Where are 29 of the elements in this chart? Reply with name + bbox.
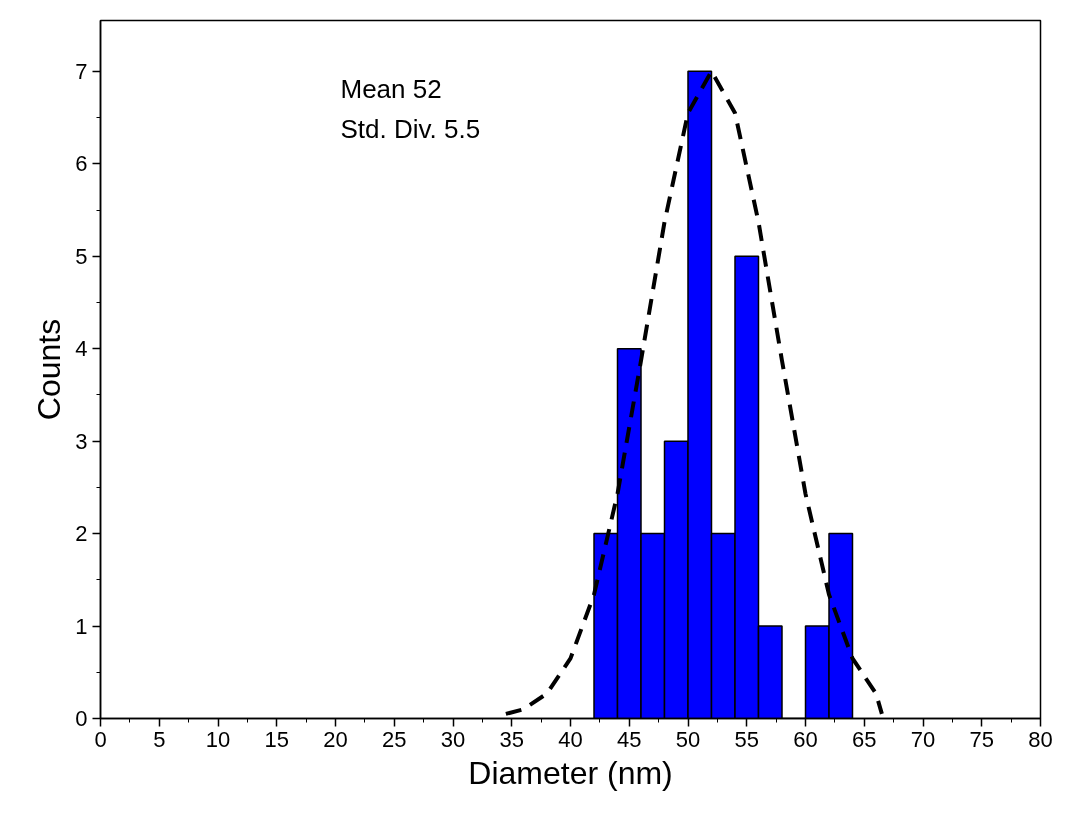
x-tick-label: 10	[205, 726, 231, 752]
x-tick-label: 80	[1028, 726, 1053, 752]
y-tick-label: 5	[75, 243, 88, 269]
x-axis-title: Diameter (nm)	[468, 754, 673, 791]
y-tick-label: 0	[75, 706, 88, 731]
x-tick-label: 0	[94, 726, 107, 752]
x-tick-label: 75	[969, 726, 994, 752]
annotation: Std. Div. 5.5	[340, 113, 481, 144]
x-tick-label: 25	[382, 726, 407, 752]
y-tick-label: 4	[75, 336, 88, 362]
x-tick-label: 5	[153, 726, 166, 752]
x-tick-label: 35	[499, 726, 524, 752]
x-tick-label: 45	[617, 726, 642, 752]
y-tick-label: 1	[75, 613, 88, 639]
y-tick-label: 2	[75, 521, 88, 547]
y-tick-label: 7	[75, 58, 88, 84]
x-tick-label: 65	[852, 726, 877, 752]
y-tick-label: 6	[75, 151, 88, 177]
annotation: Mean 52	[340, 73, 442, 104]
x-tick-label: 20	[323, 726, 348, 752]
x-tick-label: 15	[264, 726, 289, 752]
x-tick-label: 55	[734, 726, 759, 752]
x-tick-label: 50	[675, 726, 701, 752]
y-tick-label: 3	[75, 428, 88, 454]
x-tick-label: 70	[910, 726, 936, 752]
x-tick-label: 60	[793, 726, 818, 752]
x-tick-label: 40	[558, 726, 583, 752]
x-tick-label: 30	[440, 726, 466, 752]
y-axis-title: Counts	[31, 318, 68, 421]
